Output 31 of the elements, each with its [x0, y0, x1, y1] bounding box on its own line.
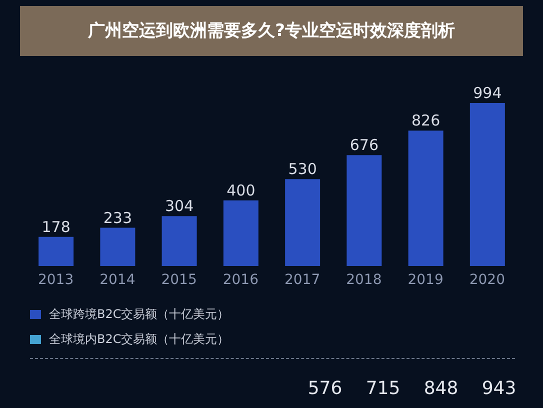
bar — [223, 200, 258, 266]
data-label: 530 — [288, 160, 317, 178]
x-tick-label: 2016 — [222, 272, 259, 288]
text: 576 — [306, 378, 344, 399]
bar — [285, 179, 320, 266]
bar — [346, 155, 382, 266]
data-label: 233 — [103, 208, 132, 227]
x-tick-label: 2017 — [284, 272, 320, 288]
legend-label: 全球跨境B2C交易额（十亿美元） — [49, 306, 230, 323]
x-tick-label: 2018 — [346, 272, 382, 288]
text: 943 — [480, 378, 518, 399]
bar — [100, 228, 136, 266]
data-label: 304 — [164, 197, 194, 216]
x-tick-label: 2019 — [408, 272, 444, 288]
text: 848 — [422, 378, 460, 399]
chart-title: 广州空运到欧洲需要多久?专业空运时效深度剖析 — [88, 20, 455, 43]
x-tick-label: 2013 — [38, 272, 74, 288]
x-tick-label: 2014 — [100, 272, 136, 288]
bar — [162, 216, 197, 266]
x-tick-label: 2020 — [469, 272, 506, 288]
legend-label: 全球境内B2C交易额（十亿美元） — [49, 331, 230, 348]
bar — [408, 130, 444, 266]
x-tick-label: 2015 — [161, 272, 197, 288]
data-label: 178 — [42, 218, 70, 236]
data-label: 676 — [350, 136, 379, 154]
bar — [470, 103, 505, 266]
bar — [38, 236, 74, 266]
data-label: 400 — [226, 181, 256, 200]
data-label: 994 — [473, 84, 502, 102]
data-label: 826 — [411, 112, 440, 130]
text: 715 — [364, 378, 402, 399]
